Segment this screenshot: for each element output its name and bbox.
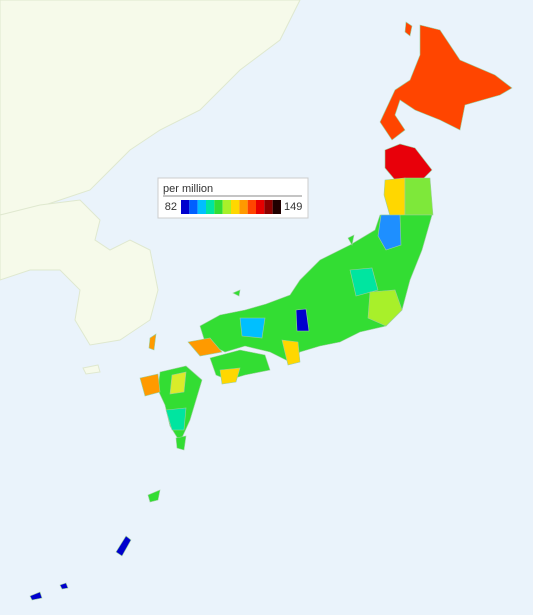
region: [404, 21, 413, 37]
korea: [0, 199, 159, 346]
region: [29, 591, 43, 601]
legend-max: 149: [284, 201, 302, 213]
region: [404, 177, 434, 216]
region: [59, 582, 69, 590]
region: [115, 535, 132, 557]
region: [281, 339, 301, 366]
legend-swatch: [256, 200, 265, 214]
legend-swatch: [197, 200, 206, 214]
legend-min: 82: [165, 201, 177, 213]
region: [219, 367, 241, 385]
legend-swatch: [189, 200, 198, 214]
region: [295, 308, 310, 332]
legend-title: per million: [163, 183, 213, 195]
region: [384, 143, 433, 181]
legend-swatch: [222, 200, 231, 214]
legend-swatch: [214, 200, 223, 214]
region: [367, 289, 403, 327]
region: [349, 267, 379, 297]
region: [239, 317, 266, 339]
region: [377, 214, 402, 251]
region: [175, 435, 187, 451]
region: [165, 407, 187, 431]
region: [379, 24, 513, 141]
region: [139, 373, 161, 397]
legend-swatch: [239, 200, 248, 214]
region: [187, 337, 223, 357]
legend-swatch: [181, 200, 190, 214]
legend-swatch: [272, 200, 281, 214]
legend: per million 82 149: [157, 177, 309, 219]
japan: [29, 21, 513, 601]
region: [147, 489, 161, 503]
region: [157, 365, 203, 443]
legend-scale: [181, 200, 281, 214]
jeju: [82, 364, 101, 375]
legend-swatch: [231, 200, 240, 214]
region: [148, 333, 157, 351]
region: [347, 234, 355, 246]
legend-swatch: [247, 200, 256, 214]
legend-swatch: [206, 200, 215, 214]
legend-swatch: [264, 200, 273, 214]
region: [169, 371, 187, 395]
region: [232, 289, 241, 297]
